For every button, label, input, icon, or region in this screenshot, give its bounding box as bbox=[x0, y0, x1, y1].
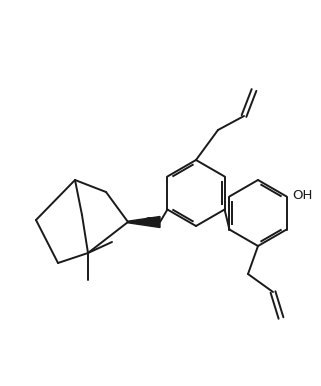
Text: O: O bbox=[143, 215, 154, 229]
Polygon shape bbox=[128, 217, 160, 227]
Text: OH: OH bbox=[292, 189, 313, 202]
